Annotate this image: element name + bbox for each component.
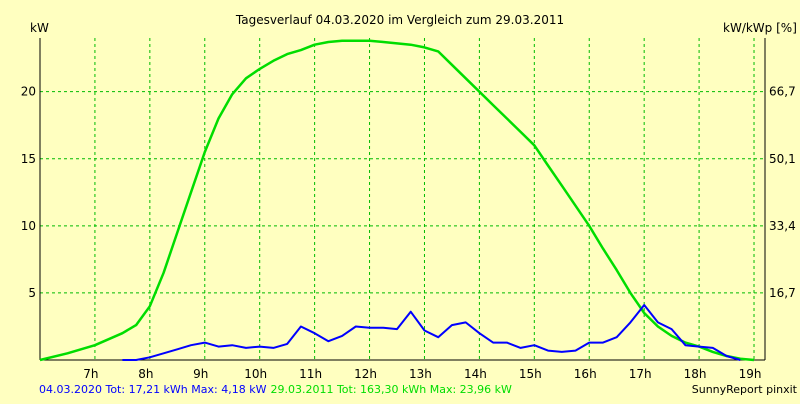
- y-axis-left-label: kW: [30, 21, 49, 35]
- legend-blue-text: 04.03.2020 Tot: 17,21 kWh Max: 4,18 kW 29…: [39, 383, 512, 396]
- y-axis-right-label: kW/kWp [%]: [723, 21, 797, 35]
- x-tick-label: 17h: [629, 367, 652, 381]
- x-tick-label: 19h: [739, 367, 762, 381]
- x-tick-label: 7h: [83, 367, 98, 381]
- y-tick-label-left: 5: [28, 286, 36, 300]
- series-layer: [39, 39, 755, 362]
- y-tick-label-left: 15: [21, 152, 36, 166]
- y-tick-label-right: 33,4: [769, 219, 796, 233]
- x-tick-label: 11h: [299, 367, 322, 381]
- axes-layer: [39, 38, 766, 361]
- series-line-green: [39, 39, 755, 362]
- legend-blue-value: 04.03.2020 Tot: 17,21 kWh Max: 4,18 kW: [39, 383, 267, 396]
- x-tick-label: 15h: [519, 367, 542, 381]
- y-tick-label-right: 16,7: [769, 286, 796, 300]
- y-tick-label-left: 20: [21, 85, 36, 99]
- chart-title: Tagesverlauf 04.03.2020 im Vergleich zum…: [235, 13, 564, 27]
- x-tick-label: 8h: [138, 367, 153, 381]
- credit-text: SunnyReport pinxit: [692, 383, 798, 396]
- labels-layer: 7h 8h 9h 10h 11h 12h 13h 14h 15h 16h 17h 18h 19h 5 10 1…: [21, 85, 796, 381]
- series-line-blue: [122, 304, 741, 361]
- y-tick-label-right: 66,7: [769, 85, 796, 99]
- x-tick-label: 12h: [354, 367, 377, 381]
- x-tick-label: 9h: [193, 367, 208, 381]
- y-tick-label-left: 10: [21, 219, 36, 233]
- x-tick-label: 16h: [574, 367, 597, 381]
- grid-layer: [40, 38, 765, 360]
- x-tick-label: 10h: [244, 367, 267, 381]
- x-tick-label: 18h: [684, 367, 707, 381]
- x-tick-label: 13h: [409, 367, 432, 381]
- x-tick-label: 14h: [464, 367, 487, 381]
- legend-green-value: 29.03.2011 Tot: 163,30 kWh Max: 23,96 kW: [270, 383, 512, 396]
- y-tick-label-right: 50,1: [769, 152, 796, 166]
